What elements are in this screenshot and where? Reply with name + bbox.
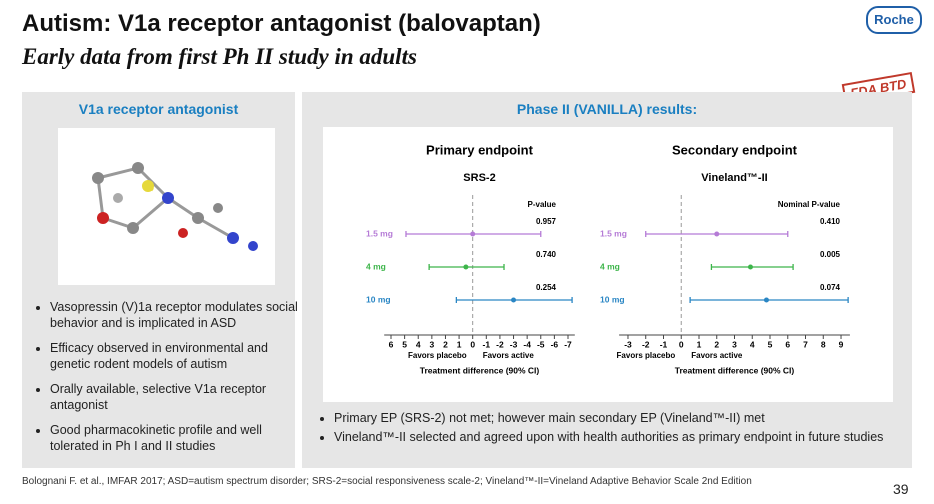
slide-title: Autism: V1a receptor antagonist (balovap… bbox=[22, 10, 541, 37]
footnote: Bolognani F. et al., IMFAR 2017; ASD=aut… bbox=[22, 476, 752, 487]
bullet: Vasopressin (V)1a receptor modulates soc… bbox=[50, 299, 308, 331]
panel-title: V1a receptor antagonist bbox=[78, 101, 239, 117]
bullet-list: Vasopressin (V)1a receptor modulates soc… bbox=[34, 299, 308, 463]
chart-box bbox=[323, 127, 893, 402]
panel-title: Phase II (VANILLA) results: bbox=[516, 101, 698, 117]
bullet: Orally available, selective V1a receptor… bbox=[50, 381, 308, 413]
bullet-list: Primary EP (SRS-2) not met; however main… bbox=[318, 410, 914, 448]
page-number: 39 bbox=[893, 481, 909, 497]
slide-subtitle: Early data from first Ph II study in adu… bbox=[22, 44, 417, 69]
bullet: Vineland™-II selected and agreed upon wi… bbox=[334, 429, 914, 445]
bullet: Efficacy observed in environmental and g… bbox=[50, 340, 308, 372]
logo: Roche bbox=[866, 6, 922, 34]
bullet: Primary EP (SRS-2) not met; however main… bbox=[334, 410, 914, 426]
bullet: Good pharmacokinetic profile and well to… bbox=[50, 422, 308, 454]
molecule bbox=[92, 162, 258, 251]
molecule-image bbox=[58, 128, 275, 285]
